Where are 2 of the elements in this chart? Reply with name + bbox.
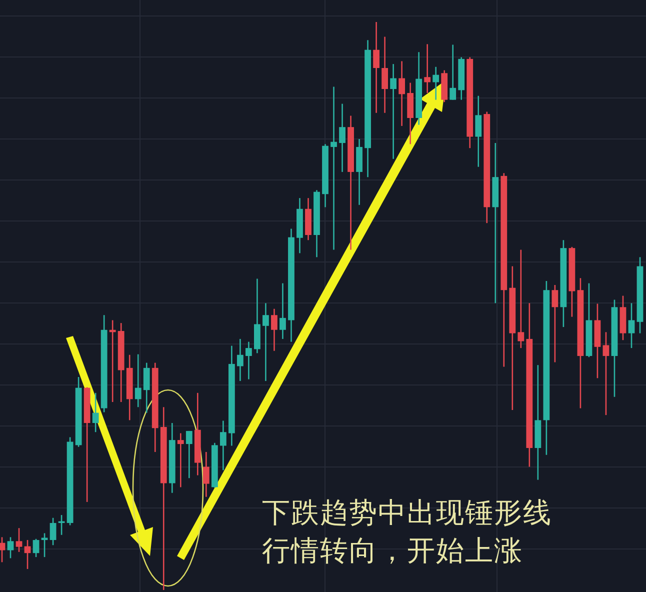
annotation: 行情转向，开始上涨 (262, 534, 523, 567)
annotation: 下跌趋势中出现锤形线 (262, 496, 552, 529)
